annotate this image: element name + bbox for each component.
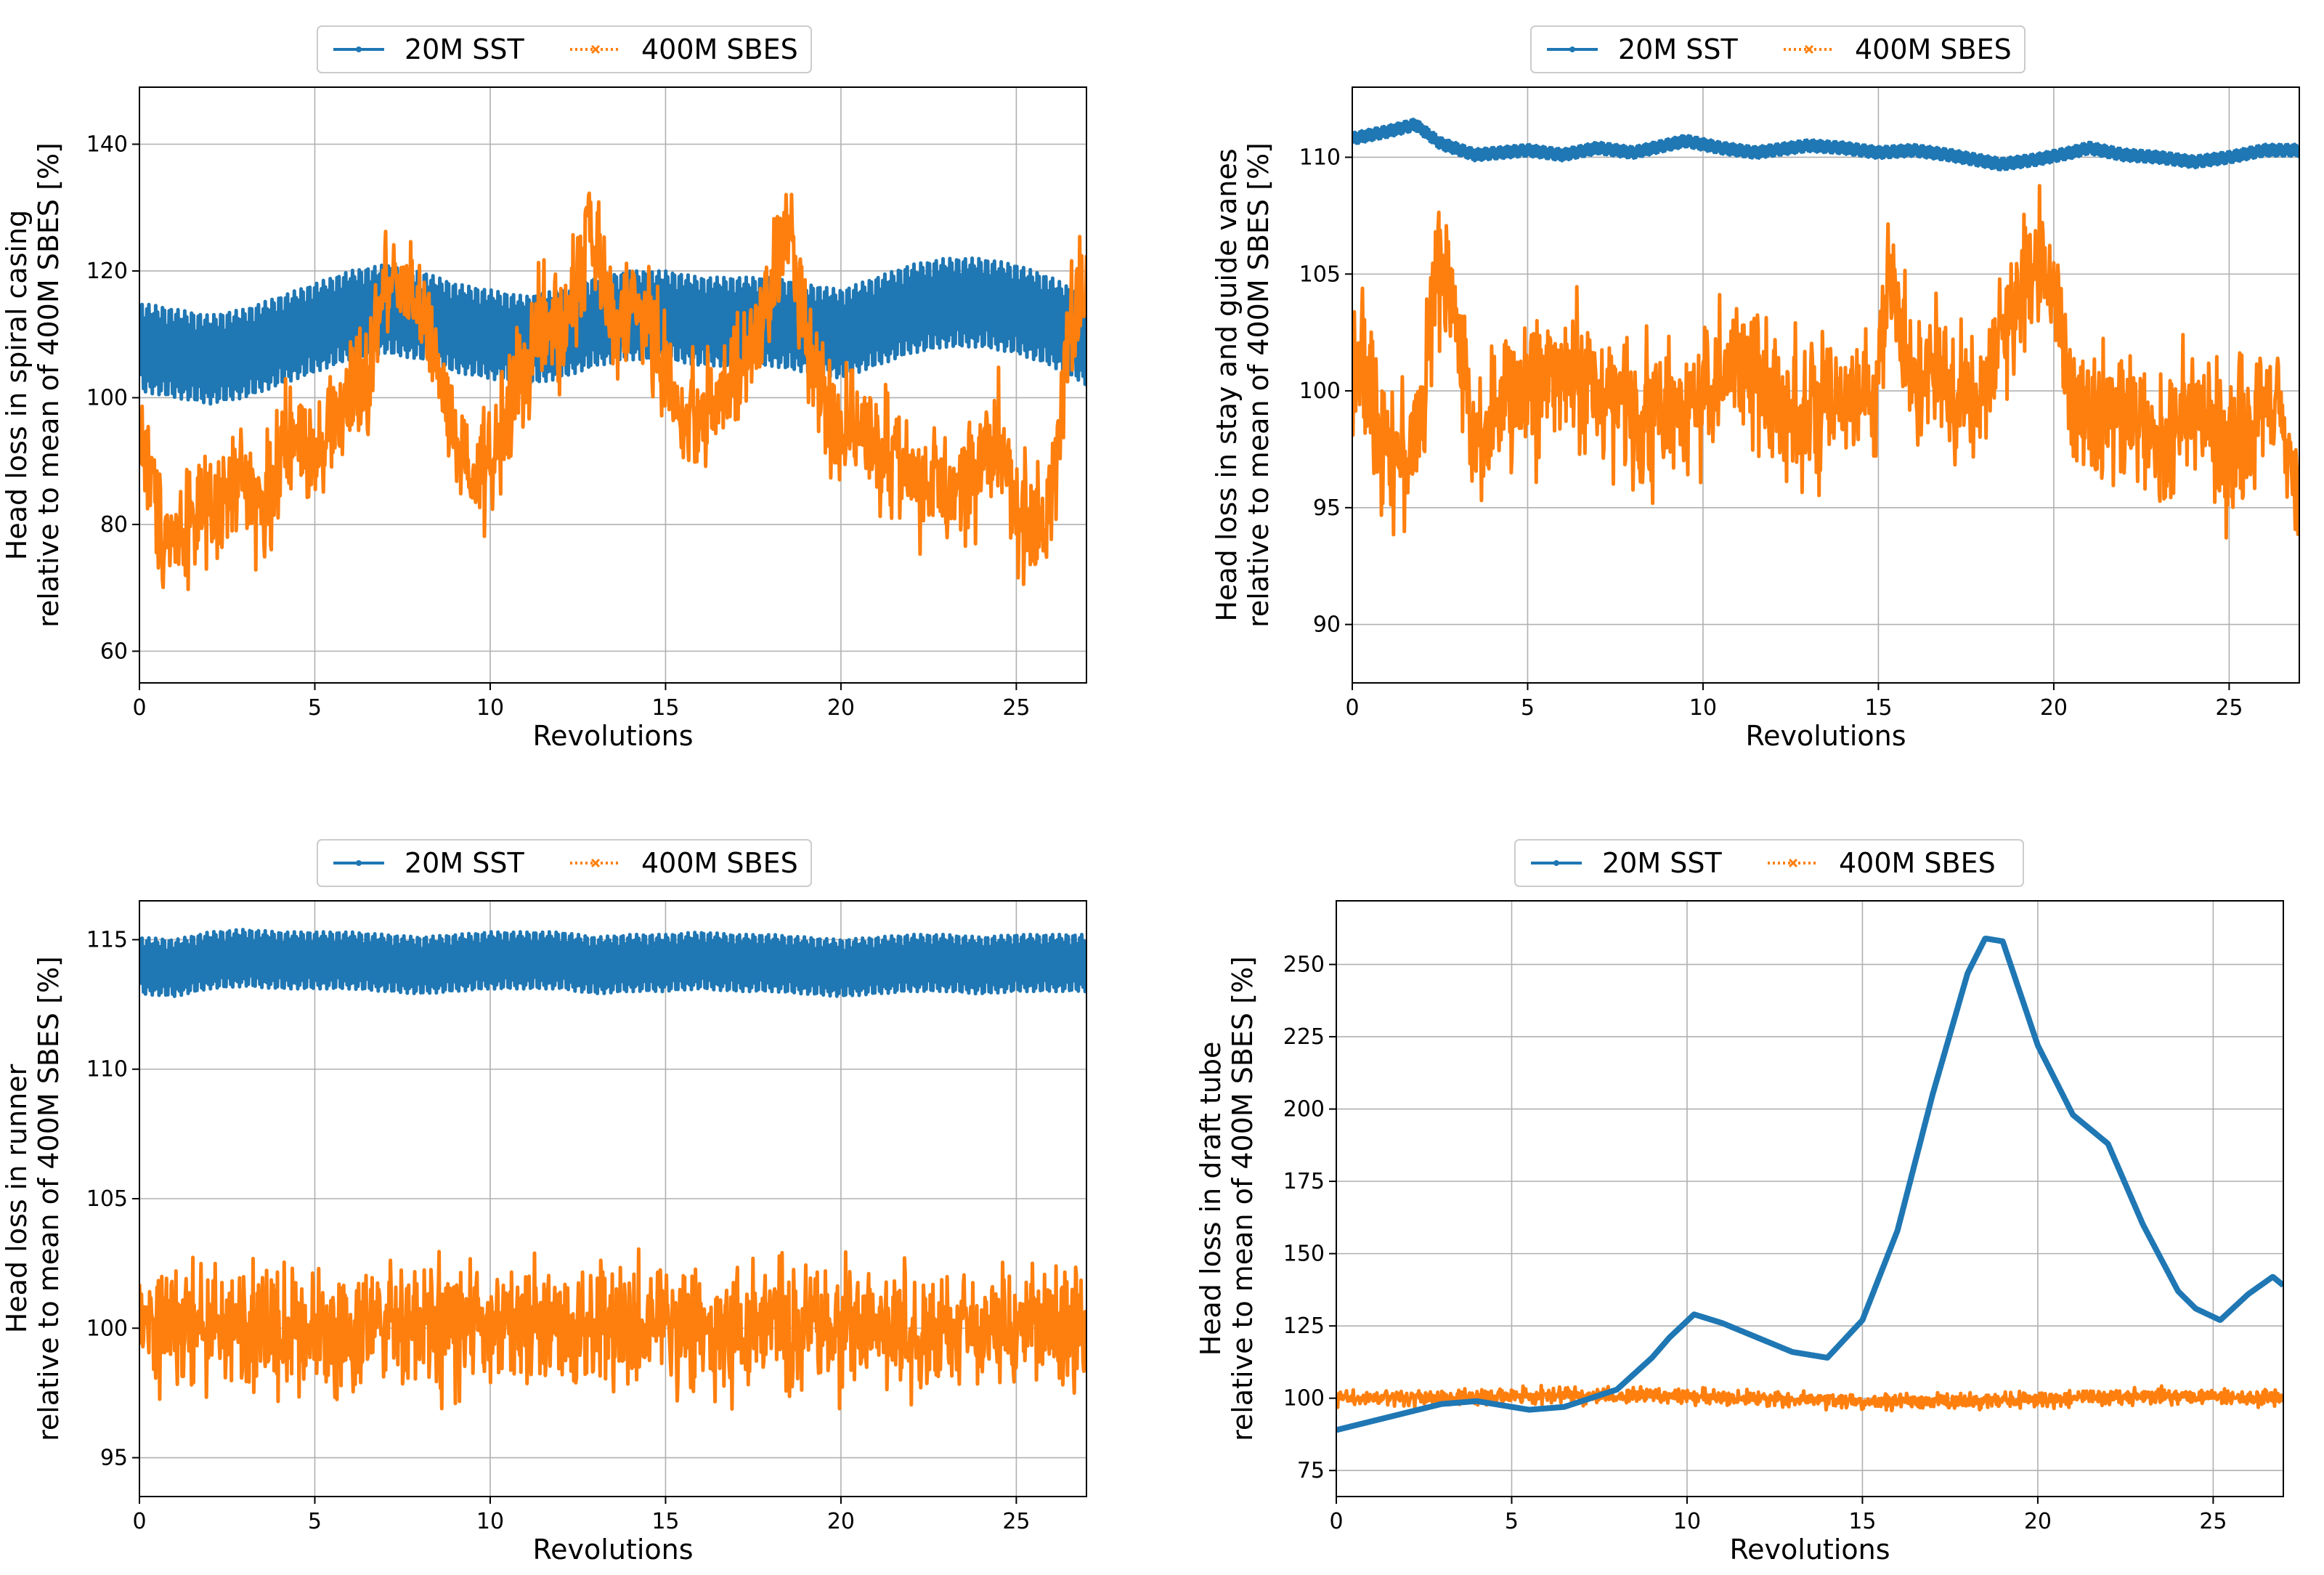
legend-marker-sbes [590,858,601,868]
x-tick-label: 0 [132,1509,146,1534]
series-line-sst [1336,935,2283,1433]
legend-marker-sst [356,860,362,866]
y-axis-label-line2: relative to mean of 400M SBES [%] [33,142,65,628]
y-tick-label: 250 [1283,952,1325,978]
x-tick-label: 20 [2040,695,2068,721]
y-tick-label: 80 [100,512,128,538]
y-tick-label: 110 [86,1057,128,1082]
legend-label-sbes: 400M SBES [641,33,798,65]
chart-panel-3: 0 5 10 15 20 25 95 100 105 110 115 Revolutions Head … [1,839,1087,1566]
series-line-sbes [139,1247,1086,1411]
y-axis-label-line1: Head loss in runner [1,1064,33,1333]
y-axis-label-line2: relative to mean of 400M SBES [%] [1243,142,1275,628]
y-tick-label: 200 [1283,1097,1325,1122]
y-axis-label-line1: Head loss in spiral casing [1,210,33,560]
chart-panel-2: 0 5 10 15 20 25 90 95 100 105 110 Revolutions Head l… [1211,25,2300,752]
y-tick-label: 125 [1283,1313,1325,1339]
legend-box [317,839,812,887]
legend: 20M SST 400M SBES [1530,25,2026,73]
x-tick-label: 15 [1848,1509,1876,1534]
y-tick-label: 95 [1313,495,1341,521]
y-tick-label: 175 [1283,1169,1325,1194]
x-tick-label: 25 [1002,695,1030,721]
x-tick-label: 10 [476,1509,504,1534]
series-line-sbes [1352,184,2299,540]
x-tick-label: 20 [827,1509,855,1534]
x-axis-label: Revolutions [532,1534,693,1566]
x-axis-label: Revolutions [1745,720,1906,752]
chart-panel-1: 0 5 10 15 20 25 60 80 100 120 140 Revolutions Head l… [1,25,1087,752]
x-tick-label: 5 [1505,1509,1519,1534]
series-line-sbes [1336,1383,2283,1413]
legend-label-sst: 20M SST [405,33,524,65]
chart-panel-4: 0 5 10 15 20 25 75 100 125 150 175 200 225 250 Revolut… [1195,839,2284,1566]
legend: 20M SST 400M SBES [317,25,812,73]
x-tick-label: 5 [308,1509,322,1534]
legend-label-sst: 20M SST [1602,847,1722,879]
plot-frame [139,86,1087,684]
legend-label-sbes: 400M SBES [1855,33,2012,65]
plot-frame [1352,86,2300,684]
legend-marker-sst [1569,46,1575,52]
x-tick-label: 15 [651,1509,679,1534]
legend-box [317,25,812,73]
legend-marker-sst [1553,860,1559,866]
y-tick-label: 105 [86,1186,128,1212]
x-tick-label: 15 [1864,695,1892,721]
series-line-sst [139,928,1086,998]
legend-label-sst: 20M SST [1618,33,1738,65]
legend: 20M SST 400M SBES [317,839,812,887]
plot-frame [1336,900,2284,1497]
y-tick-label: 95 [100,1446,128,1471]
x-tick-label: 25 [2215,695,2243,721]
y-tick-label: 90 [1313,612,1341,638]
y-tick-label: 225 [1283,1024,1325,1050]
x-axis-label: Revolutions [1729,1534,1890,1566]
y-tick-label: 100 [1283,1386,1325,1412]
y-axis-label-line2: relative to mean of 400M SBES [%] [1227,956,1259,1441]
legend: 20M SST 400M SBES [1514,839,2024,887]
y-axis-label-line1: Head loss in stay and guide vanes [1211,148,1243,621]
y-tick-label: 100 [1299,378,1341,404]
x-tick-label: 5 [308,695,322,721]
y-axis-label-line2: relative to mean of 400M SBES [%] [33,956,65,1441]
y-tick-label: 100 [86,1316,128,1341]
legend-marker-sst [356,46,362,52]
legend-label-sst: 20M SST [405,847,524,879]
x-tick-label: 20 [2024,1509,2052,1534]
x-axis-label: Revolutions [532,720,693,752]
y-tick-label: 120 [86,259,128,284]
x-tick-label: 15 [651,695,679,721]
y-tick-label: 115 [86,927,128,952]
legend-marker-sbes [590,44,601,54]
series-line-sbes [139,191,1086,591]
y-tick-label: 140 [86,132,128,158]
y-tick-label: 100 [86,385,128,410]
series-line-sst [1352,117,2299,171]
y-tick-label: 105 [1299,262,1341,287]
y-tick-label: 110 [1299,145,1341,170]
x-tick-label: 5 [1521,695,1535,721]
y-tick-label: 75 [1297,1458,1325,1483]
y-tick-label: 150 [1283,1242,1325,1267]
x-tick-label: 0 [1329,1509,1343,1534]
x-tick-label: 0 [1345,695,1359,721]
y-axis-label-line1: Head loss in draft tube [1195,1042,1227,1356]
x-tick-label: 10 [1689,695,1717,721]
y-tick-label: 60 [100,639,128,664]
x-tick-label: 10 [1673,1509,1701,1534]
x-tick-label: 10 [476,695,504,721]
x-tick-label: 0 [132,695,146,721]
legend-label-sbes: 400M SBES [1839,847,1996,879]
legend-label-sbes: 400M SBES [641,847,798,879]
x-tick-label: 20 [827,695,855,721]
legend-marker-sbes [1788,858,1798,868]
x-tick-label: 25 [1002,1509,1030,1534]
legend-marker-sbes [1804,44,1814,54]
legend-box [1530,25,2026,73]
x-tick-label: 25 [2199,1509,2227,1534]
